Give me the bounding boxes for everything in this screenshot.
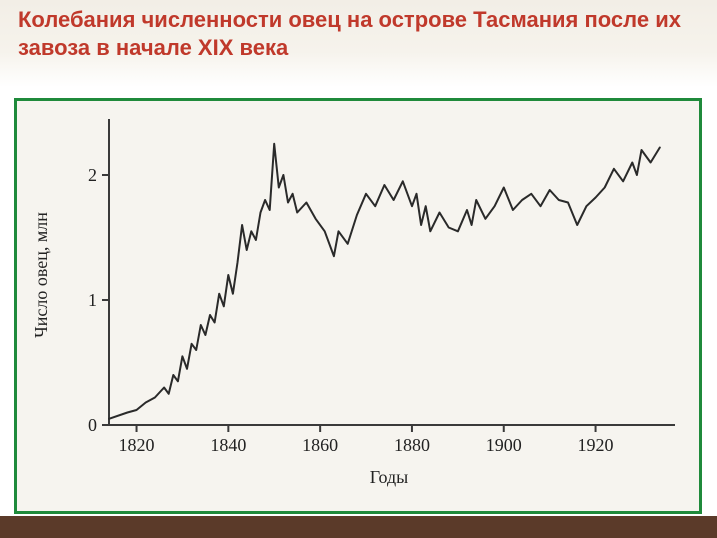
footer-bar (0, 516, 717, 538)
slide-title: Колебания численности овец на острове Та… (18, 6, 699, 61)
svg-text:1820: 1820 (119, 435, 155, 455)
svg-text:2: 2 (88, 165, 97, 185)
svg-text:0: 0 (88, 415, 97, 435)
title-band: Колебания численности овец на острове Та… (0, 0, 717, 87)
line-chart: Число овец, млн Годы 0 1 2 1820 1840 1860 1880 19… (17, 101, 699, 511)
svg-text:1: 1 (88, 290, 97, 310)
svg-text:1920: 1920 (578, 435, 614, 455)
svg-text:1900: 1900 (486, 435, 522, 455)
svg-text:Число овец, млн: Число овец, млн (31, 212, 51, 338)
svg-text:1860: 1860 (302, 435, 338, 455)
svg-text:Годы: Годы (370, 467, 409, 487)
svg-text:1840: 1840 (210, 435, 246, 455)
svg-text:1880: 1880 (394, 435, 430, 455)
chart-frame: Число овец, млн Годы 0 1 2 1820 1840 1860 1880 19… (14, 98, 702, 514)
